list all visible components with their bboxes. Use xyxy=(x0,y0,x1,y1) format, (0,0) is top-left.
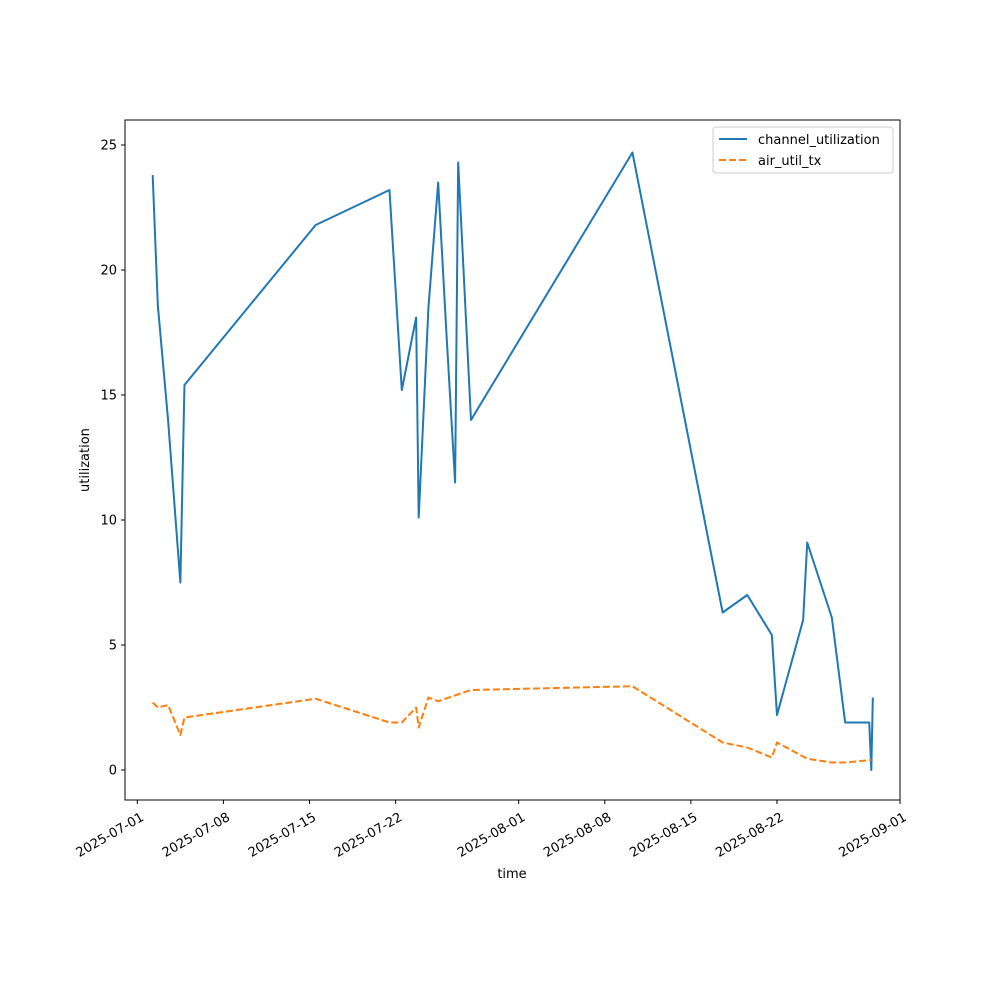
series-line-air_util_tx xyxy=(151,685,872,764)
y-tick-label: 10 xyxy=(100,514,117,529)
y-axis-label: utilization xyxy=(78,428,93,492)
legend: channel_utilization air_util_tx xyxy=(712,126,894,174)
y-tick-label: 15 xyxy=(100,389,117,404)
y-axis: 0 5 10 15 20 25 xyxy=(100,139,125,779)
x-axis-label: time xyxy=(497,867,526,882)
y-tick-label: 0 xyxy=(109,764,117,779)
legend-label-air_util_tx: air_util_tx xyxy=(758,154,822,169)
legend-label-channel_utilization: channel_utilization xyxy=(758,133,880,148)
series-line-channel_utilization xyxy=(151,151,874,771)
series-layer xyxy=(151,151,874,771)
legend-box xyxy=(712,126,894,174)
plot-frame xyxy=(124,119,901,801)
y-tick-label: 5 xyxy=(109,639,117,654)
y-tick-label: 25 xyxy=(100,139,117,154)
y-tick-label: 20 xyxy=(100,264,117,279)
